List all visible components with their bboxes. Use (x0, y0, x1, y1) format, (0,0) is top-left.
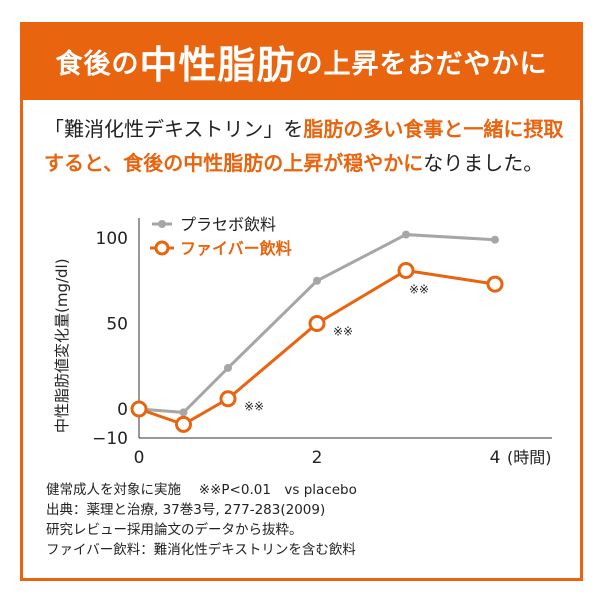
intro-highlight: 脂肪の多い食事と一緒に摂取すると、食後の中性脂肪の上昇が穏やかに (44, 117, 564, 175)
series-line-placebo (138, 233, 496, 414)
significance-mark: ※※ (244, 400, 264, 414)
fiber-point (219, 390, 237, 408)
x-axis-unit: (時間) (507, 448, 552, 467)
footnote: ファイバー飲料：難消化性デキストリンを含む飲料 (46, 542, 356, 558)
x-tick-label: 4 (490, 448, 501, 468)
intro-part: なりました。 (423, 151, 544, 175)
footnote: 健常成人を対象に実施 ※※P<0.01 vs placebo (46, 482, 357, 498)
legend-fiber-marker (154, 240, 170, 256)
series-line-fiber (138, 268, 496, 427)
headline: 食後の 中性脂肪 の上昇をおだやかに (20, 22, 583, 100)
intro-part: 「難消化性デキストリン」を (44, 117, 304, 141)
legend-placebo-label: プラセボ飲料 (180, 215, 276, 234)
legend-placebo-marker (158, 220, 166, 228)
placebo-point (224, 363, 232, 372)
placebo-point (402, 230, 410, 239)
y-tick-label: 100 (96, 229, 128, 249)
footnotes: 健常成人を対象に実施 ※※P<0.01 vs placebo 出典：薬理と治療, … (46, 480, 357, 560)
placebo-point (491, 235, 499, 244)
fiber-point (130, 400, 148, 418)
fiber-point (175, 415, 192, 433)
footnote: 研究レビュー採用論文のデータから抜粋。 (46, 522, 303, 538)
y-tick-label: 0 (117, 400, 128, 420)
placebo-point (179, 408, 188, 417)
y-tick-label: −10 (92, 429, 128, 449)
headline-emphasis: 中性脂肪 (139, 42, 296, 87)
headline-pre: 食後の (55, 48, 140, 80)
significance-mark: ※※ (409, 282, 429, 296)
significance-mark: ※※ (333, 325, 353, 339)
placebo-point (313, 276, 321, 285)
fiber-point (308, 315, 326, 332)
y-tick-label: 50 (106, 315, 128, 335)
intro-text: 「難消化性デキストリン」を脂肪の多い食事と一緒に摂取すると、食後の中性脂肪の上昇… (44, 112, 564, 180)
headline-post: の上昇をおだやかに (295, 48, 548, 80)
x-tick-label: 0 (134, 448, 145, 468)
x-tick-label: 2 (312, 448, 323, 468)
fiber-point (397, 261, 415, 279)
fiber-point (486, 275, 504, 293)
footnote: 出典：薬理と治療, 37巻3号, 277-283(2009) (46, 502, 326, 518)
legend-fiber-label: ファイバー飲料 (180, 239, 292, 258)
